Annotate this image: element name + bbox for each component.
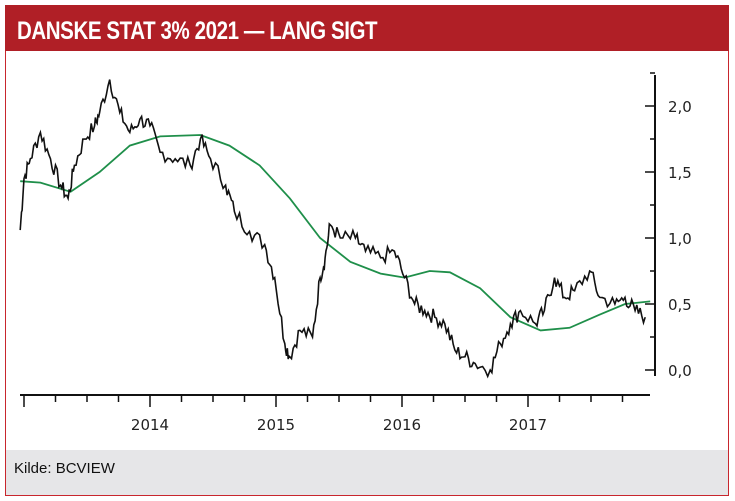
source-label: Kilde: BCVIEW (14, 460, 115, 477)
y-tick-label: 1,0 (668, 230, 692, 248)
chart-footer: Kilde: BCVIEW (6, 450, 728, 495)
x-tick-label: 2015 (257, 416, 295, 434)
y-tick-label: 0,5 (668, 296, 692, 314)
x-tick-label: 2014 (131, 416, 169, 434)
chart-title: DANSKE STAT 3% 2021 — LANG SIGT (17, 17, 378, 45)
x-tick-label: 2017 (509, 416, 547, 434)
series-line-average (20, 134, 651, 332)
chart-frame (5, 5, 729, 496)
y-tick-label: 2,0 (668, 98, 692, 116)
series-line-price (19, 79, 646, 379)
x-tick-label: 2016 (383, 416, 421, 434)
chart-header: DANSKE STAT 3% 2021 — LANG SIGT (5, 5, 729, 51)
y-tick-label: 1,5 (668, 164, 692, 182)
y-tick-label: 0,0 (668, 362, 692, 380)
